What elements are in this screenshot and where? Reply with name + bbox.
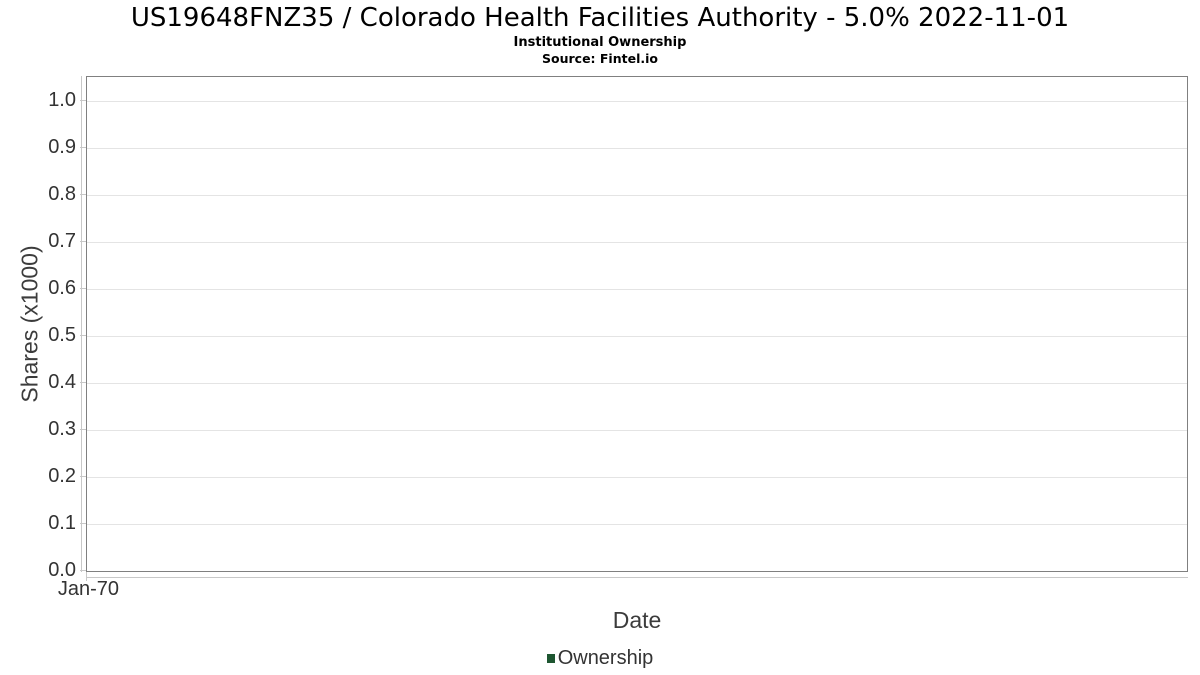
y-axis-line	[81, 76, 82, 572]
chart-source-label: Source: Fintel.io	[542, 51, 658, 66]
y-axis-tick-label: 0.7	[48, 230, 76, 252]
y-axis-tick-mark	[80, 147, 86, 148]
y-axis-tick-mark	[80, 570, 86, 571]
y-axis-tick-label: 0.2	[48, 465, 76, 487]
chart-subtitle: Institutional Ownership	[513, 35, 687, 50]
legend: Ownership	[0, 646, 1200, 670]
y-axis-tick-label: 0.1	[48, 512, 76, 534]
gridline	[87, 289, 1187, 290]
y-axis-tick-label: 0.6	[48, 277, 76, 299]
gridline	[87, 101, 1187, 102]
y-axis-tick-label: 0.0	[48, 559, 76, 581]
gridline	[87, 430, 1187, 431]
y-axis-tick-label: 0.8	[48, 183, 76, 205]
chart-title: US19648FNZ35 / Colorado Health Facilitie…	[130, 3, 1070, 33]
gridline	[87, 242, 1187, 243]
x-axis-title: Date	[612, 607, 662, 633]
y-axis-tick-label: 0.4	[48, 371, 76, 393]
x-axis-tick-label: Jan-70	[57, 578, 120, 600]
y-axis-tick-mark	[80, 241, 86, 242]
y-axis-tick-mark	[80, 523, 86, 524]
legend-series-marker-icon	[546, 653, 555, 663]
legend-item-ownership[interactable]: Ownership	[546, 646, 654, 670]
y-axis-tick-label: 0.9	[48, 136, 76, 158]
gridline	[87, 524, 1187, 525]
gridline	[87, 148, 1187, 149]
y-axis-tick-mark	[80, 100, 86, 101]
y-axis-tick-mark	[80, 429, 86, 430]
legend-series-label: Ownership	[557, 647, 654, 669]
y-axis-tick-mark	[80, 288, 86, 289]
y-axis-tick-label: 0.5	[48, 324, 76, 346]
y-axis-tick-mark	[80, 476, 86, 477]
plot-area	[86, 76, 1188, 572]
y-axis-tick-mark	[80, 194, 86, 195]
gridline	[87, 477, 1187, 478]
y-axis-tick-mark	[80, 382, 86, 383]
gridline	[87, 336, 1187, 337]
gridline	[87, 383, 1187, 384]
x-axis-tick-mark	[86, 572, 87, 581]
y-axis-tick-mark	[80, 335, 86, 336]
y-axis-tick-label: 1.0	[48, 89, 76, 111]
y-axis-tick-label: 0.3	[48, 418, 76, 440]
gridline	[87, 195, 1187, 196]
x-axis-line	[86, 577, 1188, 578]
